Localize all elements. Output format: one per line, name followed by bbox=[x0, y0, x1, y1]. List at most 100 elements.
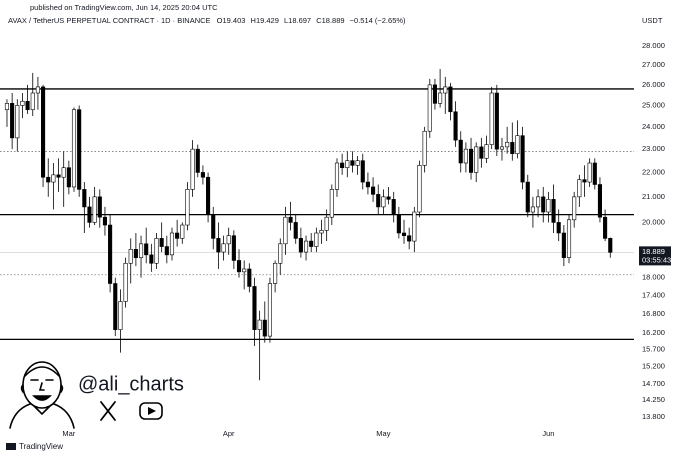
candle-body bbox=[541, 196, 546, 213]
candle-body bbox=[4, 103, 10, 110]
x-tick-label: May bbox=[376, 429, 390, 438]
candle-body bbox=[288, 216, 293, 223]
tradingview-logo: TradingView bbox=[6, 442, 63, 451]
y-tick-label: 22.000 bbox=[642, 167, 665, 176]
candle-body bbox=[608, 238, 613, 253]
candle-body bbox=[149, 254, 154, 264]
y-tick-label: 20.000 bbox=[642, 217, 665, 226]
candle-body bbox=[66, 167, 71, 188]
candle-body bbox=[536, 196, 541, 208]
candle-body bbox=[350, 160, 355, 166]
candle-body bbox=[293, 222, 298, 239]
y-tick-label: 18.000 bbox=[642, 273, 665, 282]
candle-body bbox=[587, 162, 592, 183]
candle-body bbox=[278, 243, 283, 264]
candle-body bbox=[458, 139, 463, 164]
candle-body bbox=[448, 86, 453, 113]
candle-body bbox=[572, 196, 577, 221]
candle-body bbox=[499, 146, 505, 150]
candle-body bbox=[463, 148, 468, 164]
candle-body bbox=[566, 219, 572, 258]
published-note: published on TradingView.com, Jun 14, 20… bbox=[30, 3, 218, 12]
candle-body bbox=[453, 111, 458, 141]
last-price-tag bbox=[639, 246, 671, 266]
last-price-label: 18.889 bbox=[642, 247, 665, 256]
candle-body bbox=[530, 206, 535, 213]
candle-body bbox=[82, 189, 87, 208]
candle-body bbox=[154, 238, 159, 264]
candle-body bbox=[190, 148, 195, 190]
candle-body bbox=[231, 235, 236, 261]
candle-body bbox=[525, 181, 530, 213]
candle-body bbox=[257, 319, 262, 330]
candle-body bbox=[200, 172, 205, 178]
avatar bbox=[9, 361, 75, 429]
candle-body bbox=[41, 86, 46, 178]
countdown: 03:55:43 bbox=[642, 255, 671, 264]
candle-body bbox=[365, 181, 370, 188]
symbol: AVAX / TetherUS PERPETUAL CONTRACT · 1D … bbox=[8, 16, 211, 25]
candle-body bbox=[138, 243, 144, 258]
candles bbox=[4, 69, 613, 381]
candle-body bbox=[345, 160, 350, 169]
candle-body bbox=[396, 214, 401, 234]
y-tick-label: 23.000 bbox=[642, 144, 665, 153]
y-tick-label: 16.200 bbox=[642, 328, 665, 337]
candle-body bbox=[242, 268, 247, 273]
candle-body bbox=[401, 232, 407, 236]
candle-body bbox=[515, 135, 520, 155]
candle-body bbox=[443, 86, 448, 94]
y-tick-label: 17.400 bbox=[642, 290, 665, 299]
candle-body bbox=[283, 216, 288, 245]
levels bbox=[0, 88, 634, 341]
candle-body bbox=[128, 249, 133, 264]
price-axis: 28.000 27.000 26.000 25.000 24.000 23.000 22.0… bbox=[634, 41, 671, 421]
ohlc-low: L18.697 bbox=[284, 16, 311, 25]
candle-body bbox=[329, 189, 334, 218]
candle-body bbox=[25, 100, 30, 110]
candle-body bbox=[123, 262, 128, 302]
candle-body bbox=[46, 176, 51, 183]
ohlc-high: H19.429 bbox=[251, 16, 279, 25]
y-tick-label: 28.000 bbox=[642, 41, 665, 50]
candle-body bbox=[577, 179, 582, 198]
candle-body bbox=[267, 283, 273, 337]
candle-body bbox=[438, 92, 443, 104]
candle-body bbox=[61, 167, 66, 178]
candle-body bbox=[77, 109, 82, 190]
candle-body bbox=[262, 319, 267, 337]
y-tick-label: 15.200 bbox=[642, 361, 665, 370]
candle-body bbox=[468, 148, 474, 173]
candle-body bbox=[180, 224, 185, 239]
y-tick-label: 14.700 bbox=[642, 379, 665, 388]
candle-body bbox=[221, 243, 226, 253]
candle-body bbox=[520, 135, 525, 183]
y-tick-label: 25.000 bbox=[642, 100, 665, 109]
candle-body bbox=[133, 249, 138, 258]
candle-body bbox=[381, 196, 386, 208]
candle-body bbox=[164, 246, 169, 256]
candle-body bbox=[195, 148, 200, 173]
candle-body bbox=[236, 260, 242, 273]
candle-body bbox=[340, 162, 345, 169]
candle-body bbox=[303, 240, 309, 253]
y-tick-label: 26.000 bbox=[642, 80, 665, 89]
watermark-handle: @ali_charts bbox=[78, 373, 184, 395]
candle-body bbox=[169, 232, 175, 256]
candle-body bbox=[319, 230, 324, 234]
candle-body bbox=[592, 162, 597, 185]
candle-body bbox=[273, 262, 278, 284]
candle-body bbox=[510, 142, 515, 155]
candle-body bbox=[422, 130, 427, 166]
y-tick-label: 15.700 bbox=[642, 344, 665, 353]
y-tick-label: 16.800 bbox=[642, 309, 665, 318]
candle-body bbox=[15, 105, 20, 139]
candle-body bbox=[175, 232, 180, 239]
y-tick-label: 24.000 bbox=[642, 122, 665, 131]
candle-body bbox=[556, 222, 561, 234]
candle-body bbox=[355, 160, 360, 166]
candle-body bbox=[417, 165, 422, 213]
candle-body bbox=[391, 199, 396, 215]
